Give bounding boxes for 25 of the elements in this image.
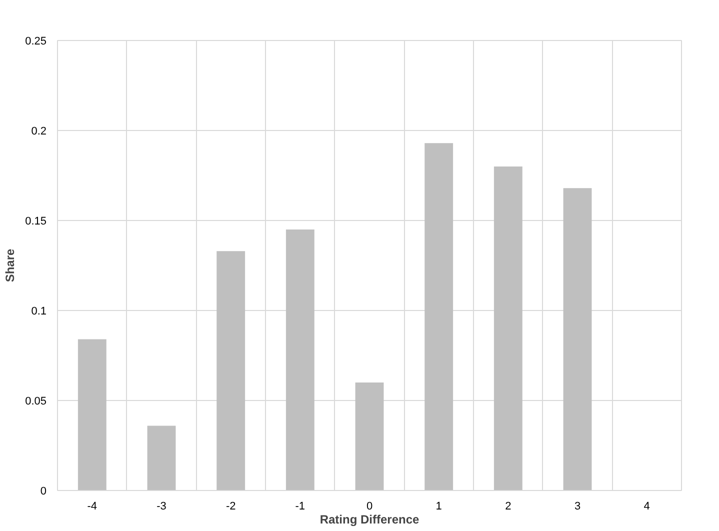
bar: [216, 251, 246, 490]
y-tick-label: 0.1: [31, 306, 47, 318]
x-tick-label: 1: [436, 500, 442, 512]
bar: [424, 143, 454, 490]
x-tick-label: -4: [87, 500, 98, 512]
bar: [78, 339, 106, 490]
x-tick-label: -2: [226, 500, 236, 512]
y-tick-label: 0.2: [31, 126, 47, 138]
bar: [147, 426, 176, 490]
y-axis-title: Share: [3, 248, 18, 282]
y-tick-label: 0.05: [25, 396, 47, 408]
x-tick-label: 0: [366, 500, 373, 512]
x-tick-label: 3: [574, 500, 581, 512]
bar: [286, 230, 314, 490]
y-tick-label: 0.15: [25, 216, 47, 228]
x-tick-label: -1: [295, 500, 306, 512]
x-axis-title: Rating Difference: [320, 512, 420, 526]
bar: [355, 382, 384, 490]
y-tick-label: 0.25: [25, 36, 47, 48]
bar: [494, 166, 522, 490]
y-tick-label: 0: [40, 486, 47, 498]
x-tick-label: 4: [644, 500, 650, 512]
x-tick-label: -3: [156, 500, 166, 512]
x-tick-label: 2: [505, 500, 512, 512]
bar: [563, 188, 592, 490]
